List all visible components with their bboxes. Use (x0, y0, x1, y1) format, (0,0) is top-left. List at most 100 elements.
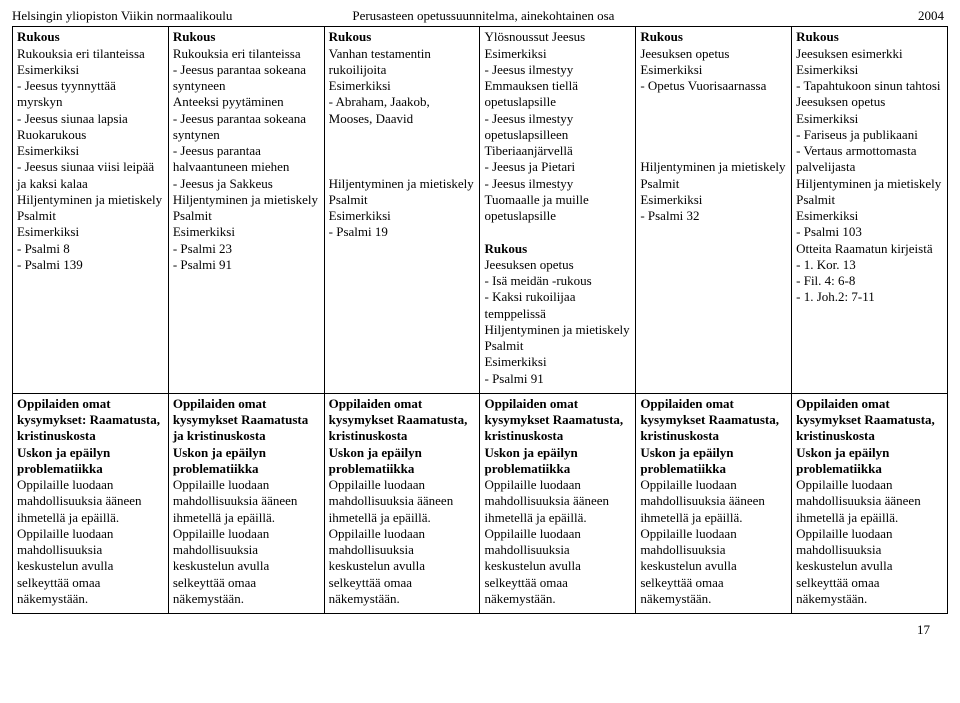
cell-line: Esimerkiksi (796, 62, 943, 78)
cell-line: Ruokarukous (17, 127, 164, 143)
cell-r1-c4: Ylösnoussut Jeesus Esimerkiksi - Jeesus il… (480, 27, 636, 394)
cell-line (329, 143, 476, 159)
cell-line: Uskon ja epäilyn problematiikka (796, 445, 943, 478)
cell-line: - Jeesus ilmestyy Emmauksen tiellä opetu… (484, 62, 631, 111)
cell-line (329, 127, 476, 143)
cell-line: - Jeesus parantaa halvaantuneen miehen (173, 143, 320, 176)
cell-line (640, 94, 787, 110)
cell-line (484, 224, 631, 240)
cell-line: Jeesuksen esimerkki (796, 46, 943, 62)
cell-line: Oppilaiden omat kysymykset Raamatusta, k… (796, 396, 943, 445)
cell-line: Rukous (173, 29, 320, 45)
cell-line: Esimerkiksi (484, 354, 631, 370)
cell-line: Oppilaille luodaan mahdollisuuksia kesku… (796, 526, 943, 607)
cell-r2-c1: Oppilaiden omat kysymykset: Raamatusta, … (13, 393, 169, 613)
cell-r2-c2: Oppilaiden omat kysymykset Raamatusta ja… (168, 393, 324, 613)
cell-line: - Psalmi 23 (173, 241, 320, 257)
cell-line: Oppilaille luodaan mahdollisuuksia kesku… (173, 526, 320, 607)
cell-line: - Psalmi 91 (484, 371, 631, 387)
cell-line: Uskon ja epäilyn problematiikka (640, 445, 787, 478)
cell-line (640, 143, 787, 159)
header-year: 2004 (918, 8, 948, 24)
cell-line: Hiljentyminen ja mietiskely (329, 176, 476, 192)
cell-line: - Jeesus tyynnyttää myrskyn (17, 78, 164, 111)
cell-line: Rukouksia eri tilanteissa (173, 46, 320, 62)
cell-line: - Jeesus siunaa lapsia (17, 111, 164, 127)
cell-line: - Psalmi 32 (640, 208, 787, 224)
cell-line: - Jeesus ja Pietari (484, 159, 631, 175)
cell-line: Oppilaille luodaan mahdollisuuksia äänee… (796, 477, 943, 526)
cell-line: - Jeesus siunaa viisi leipää ja kaksi ka… (17, 159, 164, 192)
cell-line: - Jeesus ilmestyy opetuslapsilleen Tiber… (484, 111, 631, 160)
cell-line: Esimerkiksi (796, 208, 943, 224)
cell-line: - Psalmi 139 (17, 257, 164, 273)
cell-line: Uskon ja epäilyn problematiikka (17, 445, 164, 478)
cell-line: Hiljentyminen ja mietiskely (173, 192, 320, 208)
cell-line (640, 127, 787, 143)
cell-line: Hiljentyminen ja mietiskely (484, 322, 631, 338)
cell-r2-c4: Oppilaiden omat kysymykset Raamatusta, k… (480, 393, 636, 613)
cell-line: Ylösnoussut Jeesus (484, 29, 631, 45)
cell-line: - Jeesus ilmestyy Tuomaalle ja muille op… (484, 176, 631, 225)
cell-line: Rukous (17, 29, 164, 45)
cell-line: Psalmit (484, 338, 631, 354)
table-row: Oppilaiden omat kysymykset: Raamatusta, … (13, 393, 948, 613)
curriculum-table: RukousRukouksia eri tilanteissaEsimerkik… (12, 26, 948, 614)
cell-line: Hiljentyminen ja mietiskely (640, 159, 787, 175)
page-header: Helsingin yliopiston Viikin normaalikoul… (12, 8, 948, 24)
cell-line: Jeesuksen opetus (640, 46, 787, 62)
cell-line: Esimerkiksi (329, 208, 476, 224)
cell-line: - Jeesus parantaa sokeana syntynen (173, 111, 320, 144)
cell-line: Oppilaille luodaan mahdollisuuksia äänee… (173, 477, 320, 526)
cell-line: Esimerkiksi (640, 192, 787, 208)
cell-line: Oppilaille luodaan mahdollisuuksia äänee… (640, 477, 787, 526)
header-left: Helsingin yliopiston Viikin normaalikoul… (12, 8, 232, 24)
cell-line: - Psalmi 91 (173, 257, 320, 273)
cell-line: - Abraham, Jaakob, Mooses, Daavid (329, 94, 476, 127)
cell-r1-c5: RukousJeesuksen opetus Esimerkiksi - Opetu… (636, 27, 792, 394)
cell-line: - Kaksi rukoilijaa temppelissä (484, 289, 631, 322)
cell-line: Oppilaille luodaan mahdollisuuksia kesku… (640, 526, 787, 607)
cell-line: Psalmit (173, 208, 320, 224)
cell-line: Rukous (640, 29, 787, 45)
cell-line: Oppilaiden omat kysymykset Raamatusta, k… (484, 396, 631, 445)
cell-line: Esimerkiksi (17, 62, 164, 78)
cell-line: - Fil. 4: 6-8 (796, 273, 943, 289)
cell-r2-c6: Oppilaiden omat kysymykset Raamatusta, k… (792, 393, 948, 613)
header-center: Perusasteen opetussuunnitelma, ainekohta… (232, 8, 918, 24)
cell-line: Oppilaille luodaan mahdollisuuksia äänee… (329, 477, 476, 526)
cell-line: Jeesuksen opetus (796, 94, 943, 110)
cell-line: Oppilaiden omat kysymykset Raamatusta ja… (173, 396, 320, 445)
cell-line: - Fariseus ja publikaani (796, 127, 943, 143)
cell-line: Oppilaiden omat kysymykset: Raamatusta, … (17, 396, 164, 445)
page-number: 17 (12, 614, 948, 638)
cell-line: - Vertaus armottomasta palvelijasta (796, 143, 943, 176)
cell-line: - Isä meidän -rukous (484, 273, 631, 289)
cell-line: Esimerkiksi (173, 224, 320, 240)
cell-line: Oppilaille luodaan mahdollisuuksia äänee… (484, 477, 631, 526)
cell-r1-c3: RukousVanhan testamentin rukoilijoitaEsi… (324, 27, 480, 394)
cell-line: - Tapahtukoon sinun tahtosi (796, 78, 943, 94)
cell-line: - Opetus Vuorisaarnassa (640, 78, 787, 94)
cell-line: Uskon ja epäilyn problematiikka (329, 445, 476, 478)
cell-line: Rukous (484, 241, 631, 257)
cell-r1-c1: RukousRukouksia eri tilanteissaEsimerkik… (13, 27, 169, 394)
cell-line: - 1. Joh.2: 7-11 (796, 289, 943, 305)
cell-line: Hiljentyminen ja mietiskely (17, 192, 164, 208)
cell-line: Psalmit (17, 208, 164, 224)
cell-line: Oppilaille luodaan mahdollisuuksia kesku… (17, 526, 164, 607)
cell-line: Esimerkiksi (796, 111, 943, 127)
cell-line: Hiljentyminen ja mietiskely (796, 176, 943, 192)
cell-line: Rukouksia eri tilanteissa (17, 46, 164, 62)
cell-line: Uskon ja epäilyn problematiikka (484, 445, 631, 478)
cell-r2-c5: Oppilaiden omat kysymykset Raamatusta, k… (636, 393, 792, 613)
cell-r1-c6: RukousJeesuksen esimerkkiEsimerkiksi- Ta… (792, 27, 948, 394)
cell-line: Esimerkiksi (17, 224, 164, 240)
cell-line: - 1. Kor. 13 (796, 257, 943, 273)
cell-line: Rukous (329, 29, 476, 45)
table-row: RukousRukouksia eri tilanteissaEsimerkik… (13, 27, 948, 394)
cell-line: - Jeesus parantaa sokeana syntyneen (173, 62, 320, 95)
cell-line: Psalmit (640, 176, 787, 192)
cell-line: Psalmit (796, 192, 943, 208)
cell-line: Oppilaiden omat kysymykset Raamatusta, k… (329, 396, 476, 445)
